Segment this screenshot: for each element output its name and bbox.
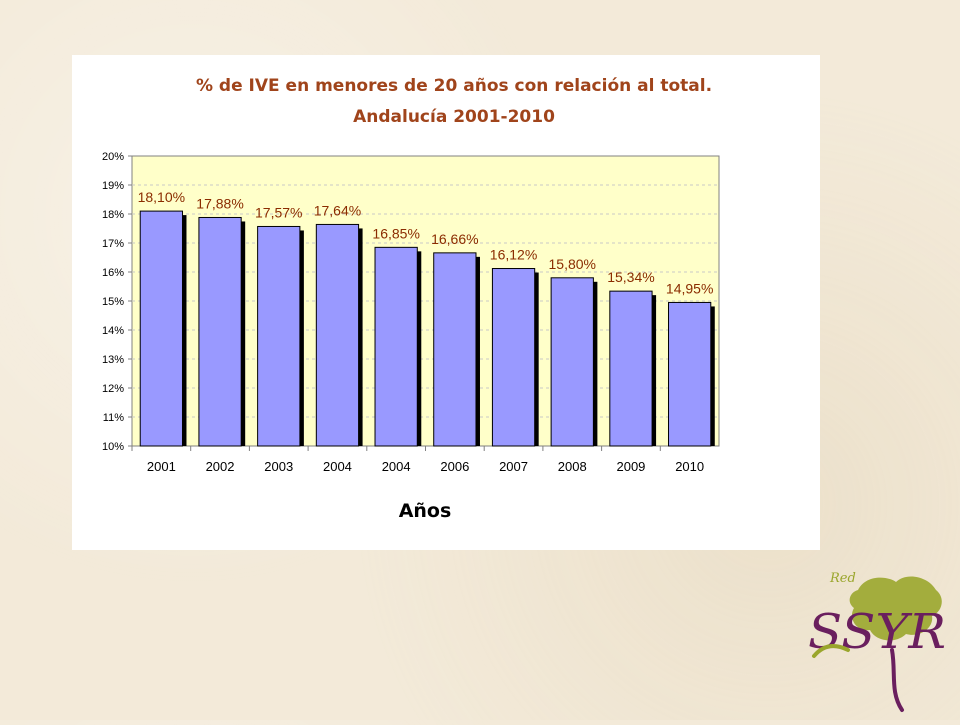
y-tick-label: 20% <box>102 151 124 163</box>
data-label: 17,64% <box>314 202 361 218</box>
logo-swash-icon <box>890 648 904 712</box>
bar <box>668 301 712 447</box>
logo-red-text: Red <box>829 571 856 586</box>
data-label: 14,95% <box>666 280 713 296</box>
x-tick-label: 2003 <box>264 459 293 474</box>
data-label: 16,85% <box>372 225 419 241</box>
y-tick-label: 14% <box>102 325 124 337</box>
bar-chart: % de IVE en menores de 20 años con relac… <box>102 76 720 522</box>
bar <box>374 246 418 447</box>
y-axis-ticks: 10% 11% 12% 13% 14% 15% 16% 17% 18% 19% 20% <box>102 151 132 453</box>
x-axis-ticks: 2001 2002 2003 2004 2004 2006 2007 2008 2009 2010 <box>131 446 704 474</box>
bar <box>433 252 477 447</box>
y-tick-label: 15% <box>102 296 124 308</box>
x-tick-label: 2010 <box>675 459 704 474</box>
data-label: 15,34% <box>607 269 654 285</box>
data-label: 16,12% <box>490 247 537 263</box>
chart-title: % de IVE en menores de 20 años con relac… <box>196 76 712 96</box>
y-tick-label: 17% <box>102 238 124 250</box>
bar <box>257 225 301 447</box>
y-tick-label: 18% <box>102 209 124 221</box>
bar <box>198 216 242 447</box>
bar <box>139 210 183 447</box>
x-axis-title: Años <box>399 500 452 522</box>
x-tick-label: 2002 <box>206 459 235 474</box>
x-tick-label: 2008 <box>558 459 587 474</box>
y-tick-label: 19% <box>102 180 124 192</box>
bar <box>315 223 360 447</box>
x-tick-label: 2006 <box>440 459 469 474</box>
y-tick-label: 12% <box>102 383 124 395</box>
chart-panel: % de IVE en menores de 20 años con relac… <box>72 55 820 550</box>
y-tick-label: 16% <box>102 267 124 279</box>
bars <box>139 210 715 447</box>
x-tick-label: 2004 <box>323 459 352 474</box>
data-label: 18,10% <box>138 189 185 205</box>
x-tick-label: 2004 <box>382 459 411 474</box>
y-tick-label: 11% <box>103 412 124 424</box>
y-tick-label: 13% <box>102 354 124 366</box>
data-label: 15,80% <box>549 256 596 272</box>
data-label: 16,66% <box>431 231 478 247</box>
y-tick-label: 10% <box>102 441 124 453</box>
data-labels: 18,10% 17,88% 17,57% 17,64% 16,85% 16,66% 16,1… <box>138 189 714 296</box>
x-tick-label: 2009 <box>616 459 645 474</box>
bar <box>491 268 536 447</box>
x-tick-label: 2007 <box>499 459 528 474</box>
red-ssyr-logo: Red SSYR <box>796 560 956 725</box>
x-tick-label: 2001 <box>147 459 176 474</box>
data-label: 17,57% <box>255 204 302 220</box>
bar <box>550 277 594 447</box>
logo-leaf-icon <box>812 644 850 658</box>
chart-subtitle: Andalucía 2001-2010 <box>353 107 555 127</box>
data-label: 17,88% <box>196 195 243 211</box>
bar <box>609 290 653 447</box>
map-shape-icon <box>849 576 942 641</box>
logo-ssyr-text: SSYR <box>808 604 946 660</box>
